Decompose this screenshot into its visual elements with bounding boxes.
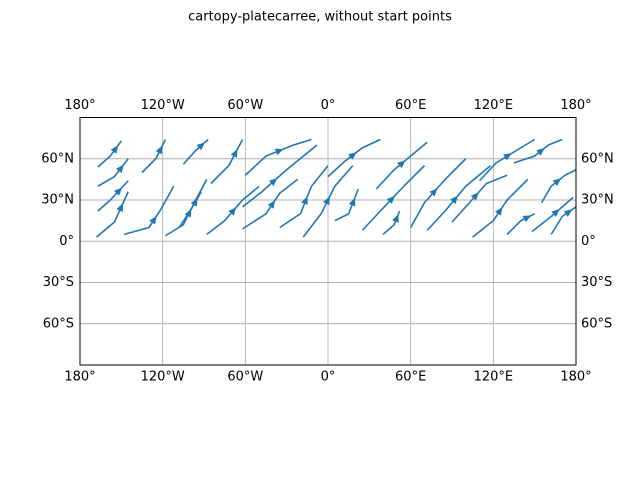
x-tick-label: 120°E bbox=[474, 370, 514, 385]
y-tick-label: 0° bbox=[59, 234, 74, 249]
x-tick-label: 60°E bbox=[395, 98, 426, 113]
x-tick-label: 180° bbox=[64, 370, 95, 385]
chart-title: cartopy-platecarree, without start point… bbox=[188, 10, 452, 25]
arrow-head bbox=[228, 207, 237, 216]
y-tick-label: 30°S bbox=[581, 275, 612, 290]
arrow-head bbox=[268, 178, 278, 187]
x-tick-label: 60°W bbox=[227, 370, 263, 385]
streamline bbox=[96, 191, 129, 238]
arrow-head bbox=[196, 142, 205, 151]
streamline bbox=[540, 169, 577, 204]
arrow-head bbox=[552, 178, 562, 186]
arrow-head bbox=[470, 192, 479, 201]
arrow-head bbox=[116, 164, 124, 173]
streamline bbox=[334, 188, 360, 222]
y-tick-label: 60°N bbox=[581, 151, 614, 166]
streamline bbox=[327, 138, 381, 178]
arrow-head bbox=[110, 145, 119, 154]
y-tick-label: 0° bbox=[581, 234, 596, 249]
x-tick-label: 180° bbox=[64, 98, 95, 113]
y-tick-label: 60°S bbox=[43, 316, 74, 331]
streamline bbox=[382, 210, 401, 235]
x-tick-label: 120°W bbox=[141, 370, 185, 385]
arrow-head bbox=[429, 188, 438, 197]
arrow-head bbox=[149, 215, 157, 225]
x-tick-label: 120°E bbox=[474, 98, 514, 113]
streamline bbox=[409, 158, 467, 228]
y-tick-label: 60°S bbox=[581, 316, 612, 331]
arrow-head bbox=[551, 209, 560, 217]
arrow-head bbox=[301, 196, 308, 206]
arrow-head bbox=[348, 197, 356, 207]
streamline bbox=[242, 144, 318, 208]
streamline bbox=[279, 165, 329, 229]
streamline bbox=[123, 185, 175, 236]
y-tick-label: 30°N bbox=[581, 193, 614, 208]
x-tick-label: 0° bbox=[321, 98, 336, 113]
arrow-head bbox=[386, 195, 395, 204]
arrow-head bbox=[113, 187, 122, 196]
y-tick-label: 30°S bbox=[43, 275, 74, 290]
streamline bbox=[210, 139, 244, 185]
arrow-head bbox=[536, 148, 545, 156]
x-tick-label: 120°W bbox=[141, 98, 185, 113]
arrow-head bbox=[116, 203, 123, 212]
arrow-head bbox=[563, 209, 573, 217]
streamline bbox=[97, 140, 122, 168]
arrow-head bbox=[450, 195, 459, 204]
streamline bbox=[178, 191, 202, 228]
x-tick-label: 60°W bbox=[227, 98, 263, 113]
arrow-head bbox=[267, 200, 276, 209]
streamline bbox=[141, 139, 167, 174]
arrow-head bbox=[392, 214, 399, 223]
arrow-head bbox=[503, 153, 512, 161]
streamline bbox=[97, 180, 129, 212]
streamline bbox=[426, 165, 492, 231]
arrow-head bbox=[323, 196, 330, 206]
streamline bbox=[472, 178, 529, 238]
x-tick-label: 180° bbox=[560, 370, 591, 385]
arrow-head bbox=[274, 148, 284, 156]
arrow-head bbox=[495, 206, 503, 216]
x-tick-label: 0° bbox=[321, 370, 336, 385]
y-tick-label: 60°N bbox=[41, 151, 74, 166]
arrow-head bbox=[397, 160, 406, 169]
arrow-head bbox=[348, 152, 357, 160]
arrow-head bbox=[155, 145, 163, 155]
streamline bbox=[506, 213, 536, 235]
streamline bbox=[451, 174, 508, 223]
arrow-head bbox=[190, 197, 198, 207]
arrow-head bbox=[522, 215, 532, 223]
x-tick-label: 180° bbox=[560, 98, 591, 113]
streamline bbox=[478, 138, 536, 182]
x-tick-label: 60°E bbox=[395, 370, 426, 385]
arrow-head bbox=[230, 149, 238, 158]
streamline bbox=[165, 178, 208, 237]
plot-frame bbox=[79, 117, 577, 366]
y-tick-label: 30°N bbox=[41, 193, 74, 208]
